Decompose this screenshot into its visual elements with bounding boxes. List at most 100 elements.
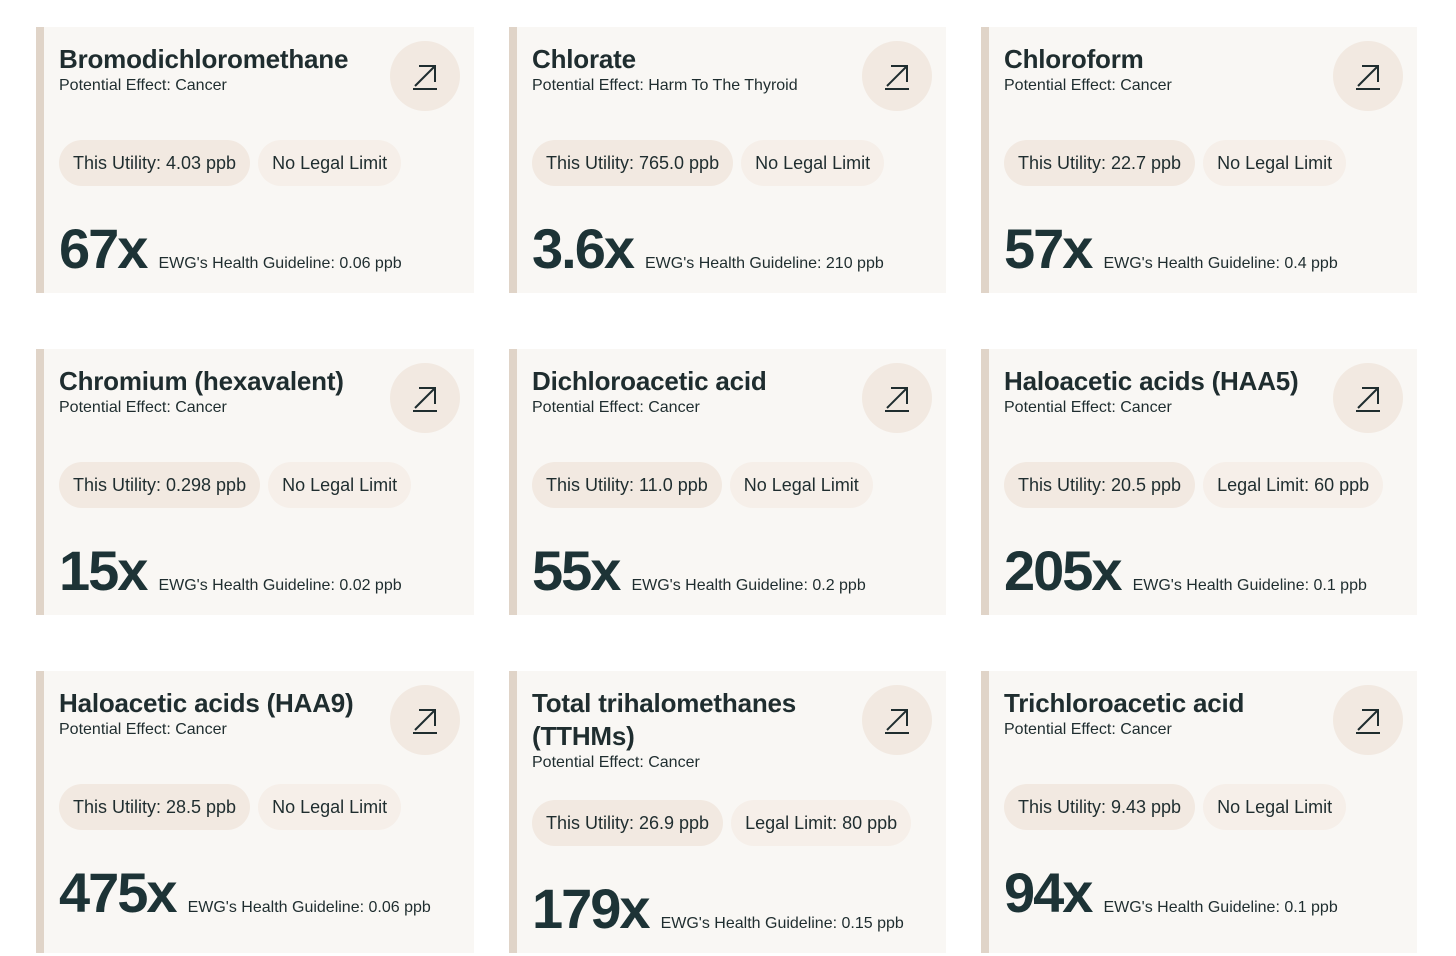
health-guideline: EWG's Health Guideline: 0.06 ppb bbox=[158, 255, 402, 272]
measurement-pills: This Utility: 765.0 ppb No Legal Limit bbox=[532, 140, 885, 186]
health-guideline: EWG's Health Guideline: 0.4 ppb bbox=[1103, 255, 1338, 272]
health-guideline: EWG's Health Guideline: 0.1 ppb bbox=[1103, 899, 1338, 916]
contaminant-name: Chlorate bbox=[532, 44, 636, 74]
open-details-button[interactable] bbox=[1333, 41, 1403, 111]
guideline-metric: 179x EWG's Health Guideline: 0.15 ppb bbox=[532, 877, 904, 941]
guideline-metric: 55x EWG's Health Guideline: 0.2 ppb bbox=[532, 539, 866, 603]
times-guideline-value: 179x bbox=[532, 877, 651, 940]
contaminant-card[interactable]: Total trihalomethanes (TTHMs) Potential … bbox=[509, 671, 946, 953]
open-details-button[interactable] bbox=[1333, 363, 1403, 433]
measurement-pills: This Utility: 11.0 ppb No Legal Limit bbox=[532, 462, 873, 508]
measurement-pills: This Utility: 22.7 ppb No Legal Limit bbox=[1004, 140, 1347, 186]
guideline-metric: 3.6x EWG's Health Guideline: 210 ppb bbox=[532, 217, 884, 281]
contaminant-card[interactable]: Chloroform Potential Effect: Cancer This… bbox=[981, 27, 1417, 293]
arrow-up-right-icon bbox=[885, 709, 909, 734]
guideline-metric: 15x EWG's Health Guideline: 0.02 ppb bbox=[59, 539, 402, 603]
legal-limit-pill: No Legal Limit bbox=[1203, 784, 1347, 830]
contaminant-name: Chromium (hexavalent) bbox=[59, 366, 344, 396]
open-details-button[interactable] bbox=[862, 41, 932, 111]
potential-effect: Potential Effect: Harm To The Thyroid bbox=[532, 77, 798, 94]
guideline-metric: 67x EWG's Health Guideline: 0.06 ppb bbox=[59, 217, 402, 281]
open-details-button[interactable] bbox=[390, 685, 460, 755]
potential-effect: Potential Effect: Cancer bbox=[532, 754, 700, 771]
legal-limit-pill: No Legal Limit bbox=[729, 462, 873, 508]
legal-limit-pill: No Legal Limit bbox=[741, 140, 885, 186]
open-details-button[interactable] bbox=[1333, 685, 1403, 755]
potential-effect: Potential Effect: Cancer bbox=[59, 399, 227, 416]
health-guideline: EWG's Health Guideline: 210 ppb bbox=[645, 255, 884, 272]
contaminant-card[interactable]: Chromium (hexavalent) Potential Effect: … bbox=[36, 349, 474, 615]
contaminant-card[interactable]: Chlorate Potential Effect: Harm To The T… bbox=[509, 27, 946, 293]
contaminant-name: Total trihalomethanes (TTHMs) bbox=[532, 688, 797, 751]
arrow-up-right-icon bbox=[413, 387, 437, 412]
utility-level-pill: This Utility: 4.03 ppb bbox=[59, 140, 251, 186]
times-guideline-value: 15x bbox=[59, 539, 148, 602]
times-guideline-value: 67x bbox=[59, 217, 148, 280]
arrow-up-right-icon bbox=[1356, 387, 1380, 412]
contaminant-name: Trichloroacetic acid bbox=[1004, 688, 1245, 718]
times-guideline-value: 475x bbox=[59, 861, 178, 924]
times-guideline-value: 205x bbox=[1004, 539, 1123, 602]
potential-effect: Potential Effect: Cancer bbox=[1004, 77, 1172, 94]
open-details-button[interactable] bbox=[390, 41, 460, 111]
contaminant-name: Dichloroacetic acid bbox=[532, 366, 767, 396]
measurement-pills: This Utility: 4.03 ppb No Legal Limit bbox=[59, 140, 402, 186]
potential-effect: Potential Effect: Cancer bbox=[59, 721, 227, 738]
arrow-up-right-icon bbox=[413, 65, 437, 90]
times-guideline-value: 94x bbox=[1004, 861, 1093, 924]
times-guideline-value: 55x bbox=[532, 539, 621, 602]
contaminant-grid: Bromodichloromethane Potential Effect: C… bbox=[36, 27, 1417, 953]
utility-level-pill: This Utility: 26.9 ppb bbox=[532, 800, 724, 846]
contaminant-card[interactable]: Haloacetic acids (HAA5) Potential Effect… bbox=[981, 349, 1417, 615]
utility-level-pill: This Utility: 9.43 ppb bbox=[1004, 784, 1196, 830]
contaminant-name: Haloacetic acids (HAA9) bbox=[59, 688, 354, 718]
contaminant-name: Haloacetic acids (HAA5) bbox=[1004, 366, 1299, 396]
health-guideline: EWG's Health Guideline: 0.06 ppb bbox=[187, 899, 431, 916]
potential-effect: Potential Effect: Cancer bbox=[1004, 399, 1172, 416]
open-details-button[interactable] bbox=[862, 685, 932, 755]
health-guideline: EWG's Health Guideline: 0.1 ppb bbox=[1132, 577, 1367, 594]
arrow-up-right-icon bbox=[413, 709, 437, 734]
legal-limit-pill: Legal Limit: 80 ppb bbox=[731, 800, 912, 846]
guideline-metric: 57x EWG's Health Guideline: 0.4 ppb bbox=[1004, 217, 1338, 281]
contaminant-card[interactable]: Haloacetic acids (HAA9) Potential Effect… bbox=[36, 671, 474, 953]
potential-effect: Potential Effect: Cancer bbox=[59, 77, 227, 94]
potential-effect: Potential Effect: Cancer bbox=[532, 399, 700, 416]
health-guideline: EWG's Health Guideline: 0.15 ppb bbox=[660, 915, 904, 932]
legal-limit-pill: No Legal Limit bbox=[268, 462, 412, 508]
measurement-pills: This Utility: 20.5 ppb Legal Limit: 60 p… bbox=[1004, 462, 1384, 508]
guideline-metric: 94x EWG's Health Guideline: 0.1 ppb bbox=[1004, 861, 1338, 925]
open-details-button[interactable] bbox=[390, 363, 460, 433]
utility-level-pill: This Utility: 765.0 ppb bbox=[532, 140, 734, 186]
measurement-pills: This Utility: 9.43 ppb No Legal Limit bbox=[1004, 784, 1347, 830]
contaminant-card[interactable]: Trichloroacetic acid Potential Effect: C… bbox=[981, 671, 1417, 953]
arrow-up-right-icon bbox=[885, 387, 909, 412]
arrow-up-right-icon bbox=[885, 65, 909, 90]
utility-level-pill: This Utility: 22.7 ppb bbox=[1004, 140, 1196, 186]
utility-level-pill: This Utility: 20.5 ppb bbox=[1004, 462, 1196, 508]
legal-limit-pill: No Legal Limit bbox=[258, 784, 402, 830]
guideline-metric: 475x EWG's Health Guideline: 0.06 ppb bbox=[59, 861, 431, 925]
contaminant-name: Bromodichloromethane bbox=[59, 44, 349, 74]
potential-effect: Potential Effect: Cancer bbox=[1004, 721, 1172, 738]
utility-level-pill: This Utility: 0.298 ppb bbox=[59, 462, 261, 508]
measurement-pills: This Utility: 28.5 ppb No Legal Limit bbox=[59, 784, 402, 830]
health-guideline: EWG's Health Guideline: 0.2 ppb bbox=[631, 577, 866, 594]
health-guideline: EWG's Health Guideline: 0.02 ppb bbox=[158, 577, 402, 594]
guideline-metric: 205x EWG's Health Guideline: 0.1 ppb bbox=[1004, 539, 1367, 603]
open-details-button[interactable] bbox=[862, 363, 932, 433]
legal-limit-pill: Legal Limit: 60 ppb bbox=[1203, 462, 1384, 508]
measurement-pills: This Utility: 0.298 ppb No Legal Limit bbox=[59, 462, 412, 508]
contaminant-card[interactable]: Dichloroacetic acid Potential Effect: Ca… bbox=[509, 349, 946, 615]
arrow-up-right-icon bbox=[1356, 65, 1380, 90]
utility-level-pill: This Utility: 28.5 ppb bbox=[59, 784, 251, 830]
times-guideline-value: 57x bbox=[1004, 217, 1093, 280]
utility-level-pill: This Utility: 11.0 ppb bbox=[532, 462, 722, 508]
contaminant-card[interactable]: Bromodichloromethane Potential Effect: C… bbox=[36, 27, 474, 293]
legal-limit-pill: No Legal Limit bbox=[1203, 140, 1347, 186]
arrow-up-right-icon bbox=[1356, 709, 1380, 734]
measurement-pills: This Utility: 26.9 ppb Legal Limit: 80 p… bbox=[532, 800, 912, 846]
legal-limit-pill: No Legal Limit bbox=[258, 140, 402, 186]
contaminant-name: Chloroform bbox=[1004, 44, 1144, 74]
times-guideline-value: 3.6x bbox=[532, 217, 635, 280]
